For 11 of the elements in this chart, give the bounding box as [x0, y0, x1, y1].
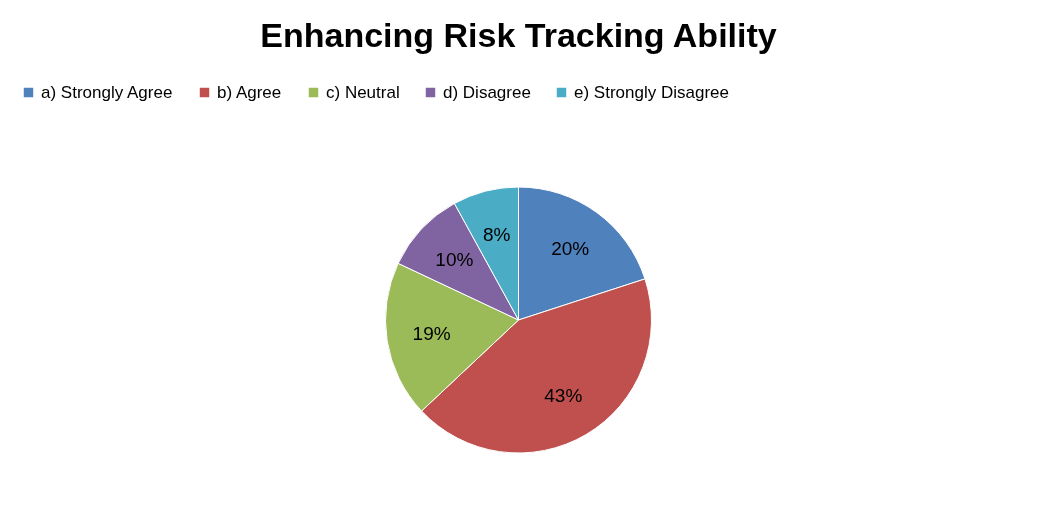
data-label: 19% — [412, 322, 451, 344]
legend-label: d) Disagree — [443, 82, 531, 102]
legend-label: a) Strongly Agree — [41, 82, 173, 102]
chart-title: Enhancing Risk Tracking Ability — [260, 16, 777, 54]
legend-label: b) Agree — [217, 82, 282, 102]
legend-label: e) Strongly Disagree — [574, 82, 729, 102]
legend-label: c) Neutral — [326, 82, 400, 102]
data-label: 10% — [435, 248, 474, 270]
data-label: 20% — [551, 237, 590, 259]
data-label: 8% — [482, 223, 511, 245]
data-label: 43% — [544, 384, 583, 406]
